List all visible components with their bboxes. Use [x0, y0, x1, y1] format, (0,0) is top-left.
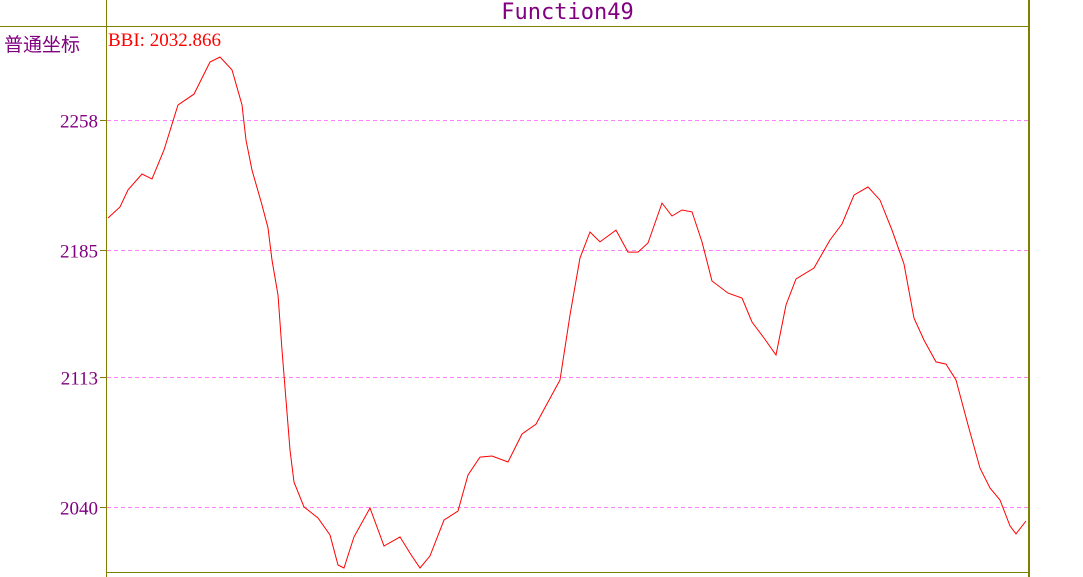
bbi-line [107, 56, 1027, 569]
y-tick-label: 2185 [60, 242, 98, 263]
y-tick-label: 2040 [60, 499, 98, 520]
y-tick-label: 2113 [61, 369, 98, 390]
coordinate-mode-label[interactable]: 普通坐标 [4, 34, 81, 56]
legend-bbi: BBI: 2032.866 [108, 30, 221, 51]
chart-title: Function49 [501, 0, 634, 25]
y-tick-label: 2258 [60, 112, 98, 133]
